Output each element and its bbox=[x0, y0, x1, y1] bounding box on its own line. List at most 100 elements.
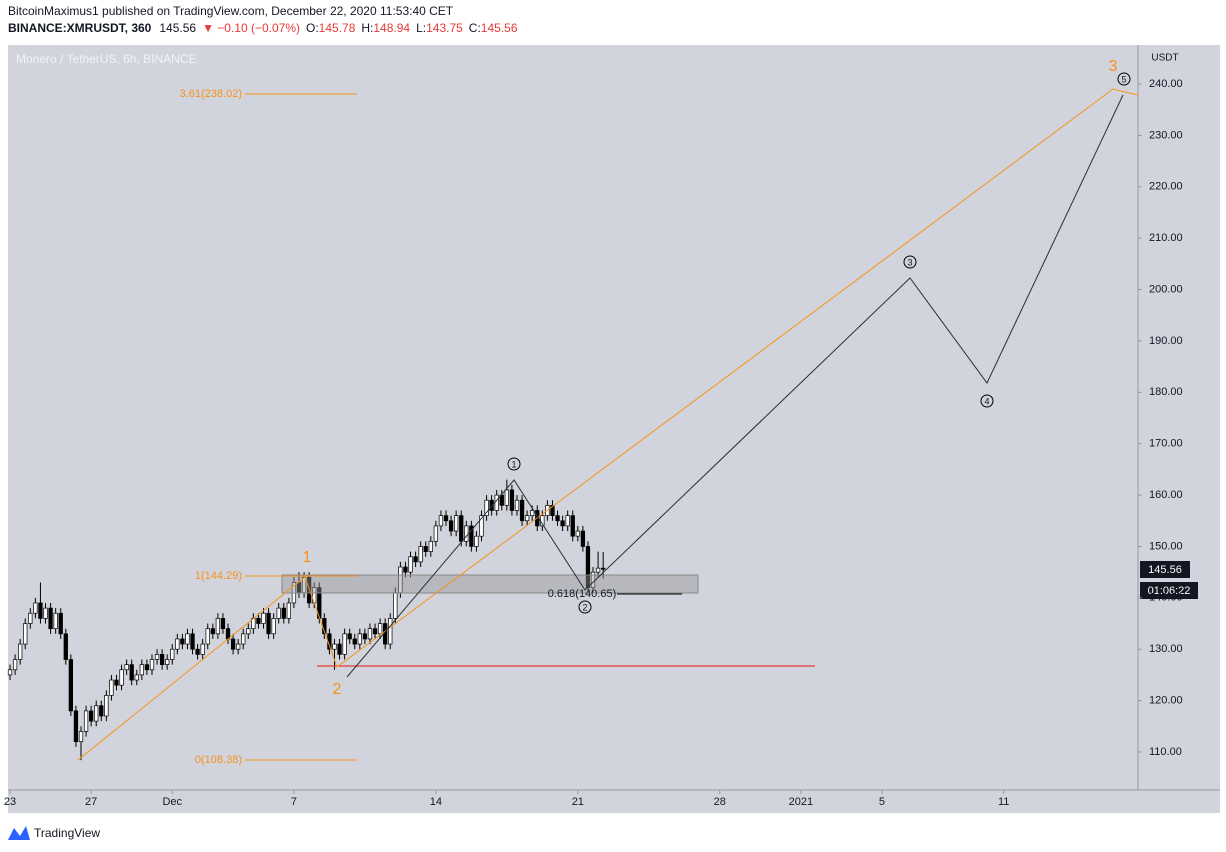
x-tick-label: 2021 bbox=[789, 796, 813, 808]
chart-background bbox=[8, 45, 1220, 813]
candle-body bbox=[88, 710, 94, 722]
candle-body bbox=[261, 612, 266, 624]
candle-body bbox=[129, 664, 134, 681]
candle-body bbox=[332, 643, 337, 650]
wave-label: 2 bbox=[333, 681, 342, 698]
candle-body bbox=[560, 520, 565, 527]
subwave-label: 4 bbox=[984, 396, 989, 406]
candle-body bbox=[246, 628, 251, 635]
x-tick-label: 27 bbox=[85, 796, 97, 808]
candle-body bbox=[433, 525, 439, 542]
support-zone bbox=[281, 574, 699, 594]
candle-body bbox=[99, 705, 104, 717]
candle-body bbox=[271, 618, 276, 635]
candle-body bbox=[342, 633, 347, 655]
candle-body bbox=[479, 515, 484, 537]
candle-body bbox=[504, 489, 509, 506]
candle-body bbox=[438, 515, 444, 527]
y-tick-label: 220.00 bbox=[1149, 181, 1183, 193]
candle-body bbox=[266, 612, 271, 635]
candle-body bbox=[149, 659, 155, 671]
subwave-label: 1 bbox=[511, 459, 516, 469]
y-tick-label: 190.00 bbox=[1149, 335, 1183, 347]
fib-label: 0(108.38) bbox=[195, 754, 242, 766]
x-tick-label: 28 bbox=[714, 796, 726, 808]
subwave-label: 3 bbox=[907, 257, 912, 267]
x-tick-label: 11 bbox=[998, 796, 1009, 808]
candle-body bbox=[403, 566, 408, 573]
candle-body bbox=[215, 618, 221, 635]
candle-body bbox=[459, 515, 464, 542]
x-tick-label: Dec bbox=[162, 796, 182, 808]
candle-body bbox=[388, 618, 393, 645]
ohlc-value: 143.75 bbox=[426, 21, 463, 35]
wave-label: 3 bbox=[1109, 58, 1118, 75]
fib-label: 1(144.29) bbox=[195, 570, 242, 582]
candle-body bbox=[73, 710, 79, 743]
candle-body bbox=[83, 710, 89, 732]
wave-label: 1 bbox=[303, 549, 312, 566]
symbol: BINANCE:XMRUSDT, 360 bbox=[8, 21, 152, 35]
last: 145.56 bbox=[159, 21, 196, 35]
candle-body bbox=[519, 499, 525, 522]
y-tick-label: 140.00 bbox=[1149, 592, 1183, 604]
candle-body bbox=[68, 659, 74, 712]
candle-body bbox=[63, 633, 68, 660]
candle-body bbox=[565, 515, 570, 527]
candle-body bbox=[489, 499, 494, 511]
candle-body bbox=[94, 705, 99, 722]
candle-body bbox=[550, 505, 555, 516]
candle-body bbox=[175, 638, 180, 650]
y-tick-label: 120.00 bbox=[1149, 695, 1183, 707]
candle-body bbox=[190, 633, 195, 650]
candle-body bbox=[38, 602, 43, 619]
candle-body bbox=[276, 607, 281, 619]
candle-body bbox=[33, 602, 38, 614]
subwave-label: 5 bbox=[1121, 74, 1126, 84]
candle-body bbox=[408, 556, 413, 573]
watermark: Monero / TetherUS, 6h, BINANCE bbox=[16, 52, 197, 66]
candle-body bbox=[575, 530, 580, 537]
x-tick-label: 21 bbox=[572, 796, 584, 808]
ohlc-key: L: bbox=[416, 21, 426, 35]
candle-body bbox=[7, 669, 13, 676]
published-line: BitcoinMaximus1 published on TradingView… bbox=[8, 4, 454, 18]
ohlc-key: C: bbox=[469, 21, 481, 35]
candle-body bbox=[474, 535, 479, 547]
candle-body bbox=[144, 664, 150, 671]
subwave-circle bbox=[578, 600, 592, 614]
candle-body bbox=[494, 494, 499, 511]
countdown-tag bbox=[1140, 582, 1198, 599]
price-tag-label: 145.56 bbox=[1148, 564, 1182, 576]
candle-body bbox=[180, 638, 185, 645]
x-tick-label: 23 bbox=[4, 796, 16, 808]
candle-body bbox=[281, 607, 286, 619]
candle-body bbox=[601, 567, 606, 570]
ohlc-key: H: bbox=[361, 21, 373, 35]
subwave-circle bbox=[980, 394, 994, 408]
candle-body bbox=[109, 679, 114, 696]
y-tick-label: 240.00 bbox=[1149, 78, 1183, 90]
candle-body bbox=[256, 618, 261, 624]
candle-body bbox=[428, 540, 433, 552]
candle-body bbox=[230, 638, 236, 650]
candle-body bbox=[58, 612, 63, 635]
candle-body bbox=[352, 638, 357, 645]
candle-body bbox=[362, 633, 368, 640]
candle-body bbox=[165, 659, 170, 665]
candle-body bbox=[124, 664, 129, 671]
axis-unit: USDT bbox=[1151, 53, 1178, 64]
candle-body bbox=[509, 489, 515, 511]
subwave-circle bbox=[903, 255, 917, 269]
y-tick-label: 130.00 bbox=[1149, 643, 1183, 655]
candle-body bbox=[139, 664, 144, 676]
candle-body bbox=[119, 669, 124, 686]
wave-path bbox=[77, 88, 1139, 761]
candle-body bbox=[200, 643, 205, 655]
logo-icon bbox=[8, 826, 30, 840]
y-tick-label: 180.00 bbox=[1149, 386, 1183, 398]
subwave-path bbox=[346, 94, 1124, 678]
candle-body bbox=[464, 525, 469, 542]
y-tick-label: 210.00 bbox=[1149, 232, 1183, 244]
